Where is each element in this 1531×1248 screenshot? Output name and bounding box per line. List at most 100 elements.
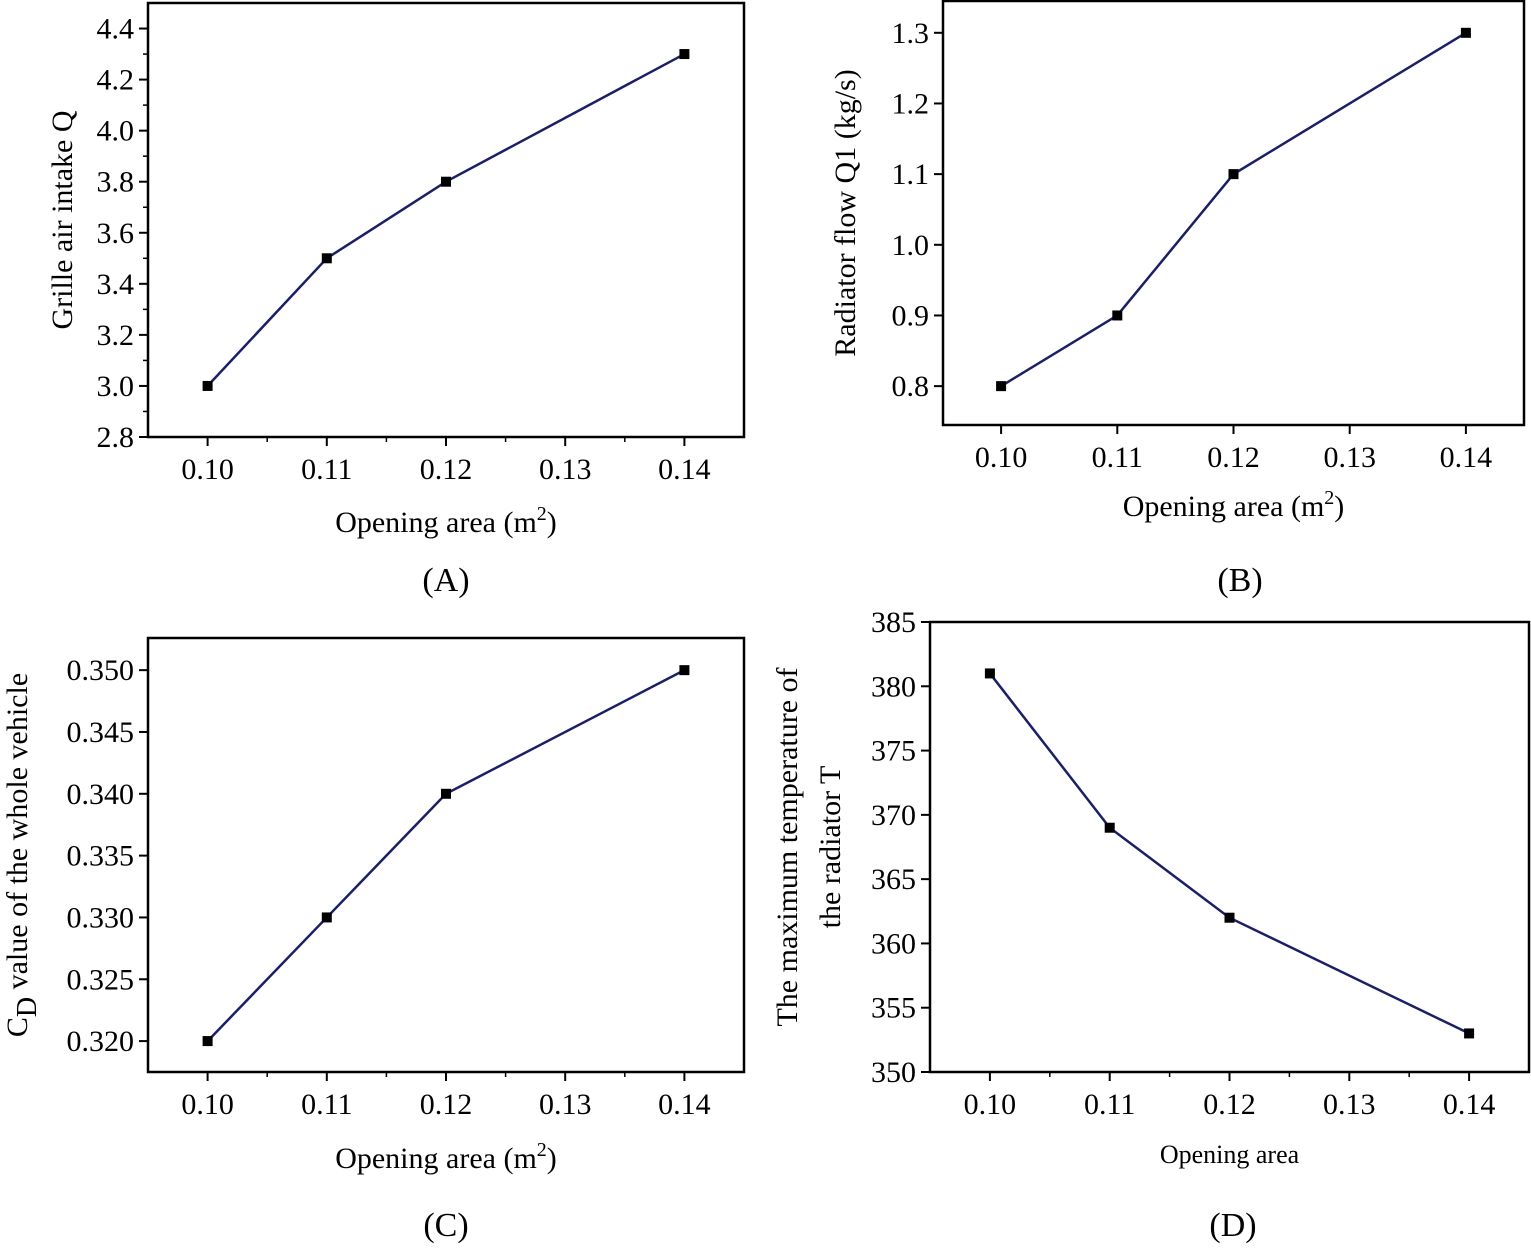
y-tick-label: 370	[871, 799, 916, 832]
panel-b: 0.10 0.11 0.12 0.13 0.14 0.8 0.9 1.0 1.1 1.2 1.3 Op…	[829, 0, 1526, 599]
data-point	[321, 912, 332, 923]
x-axis-title-end: )	[547, 506, 557, 539]
y-axis-title-text: The maximum temperature of	[771, 667, 804, 1026]
x-tick-label: 0.13	[1323, 1088, 1376, 1121]
x-tick-label: 0.10	[181, 453, 234, 486]
y-tick-label: 0.340	[67, 778, 135, 811]
x-tick-label: 0.10	[181, 1088, 234, 1121]
y-tick-label: 3.8	[97, 166, 135, 199]
y-tick-label: 3.0	[97, 370, 135, 403]
y-tick-label: 0.9	[892, 299, 930, 332]
x-tick-label: 0.12	[1207, 441, 1260, 474]
data-point	[1112, 310, 1123, 321]
y-tick-label: 0.8	[892, 370, 930, 403]
x-tick-label: 0.12	[1203, 1088, 1256, 1121]
data-point	[1464, 1028, 1475, 1039]
data-point	[441, 788, 451, 799]
plot-frame	[941, 0, 1526, 427]
panel-c: 0.10 0.11 0.12 0.13 0.14 0.320 0.325 0.330 0.335…	[1, 636, 746, 1244]
x-tick-label: 0.14	[658, 453, 711, 486]
series-line	[1000, 31, 1467, 388]
x-tick-label: 0.10	[975, 441, 1028, 474]
x-tick-label: 0.13	[539, 1088, 592, 1121]
y-axis-title-subscript: D	[12, 997, 43, 1017]
data-point	[202, 1036, 213, 1047]
y-tick-label: 380	[871, 670, 916, 703]
y-tick-label: 375	[871, 735, 916, 768]
x-axis-title-superscript: 2	[1324, 487, 1334, 509]
y-tick-label: 355	[871, 992, 916, 1025]
x-tick-label: 0.13	[1323, 441, 1376, 474]
y-tick-label: 1.3	[892, 17, 930, 50]
x-tick-label: 0.13	[539, 453, 592, 486]
plot-frame	[928, 620, 1531, 1074]
y-tick-label: 4.4	[97, 13, 135, 46]
y-axis-title-rest: value of the whole vehicle	[1, 673, 34, 997]
x-tick-label: 0.12	[420, 453, 473, 486]
data-point	[1224, 912, 1235, 923]
y-axis-title: Grille air intake Q	[46, 110, 79, 329]
data-point	[1104, 822, 1115, 833]
x-tick-label: 0.11	[1084, 1088, 1135, 1121]
y-tick-label: 2.8	[97, 421, 135, 454]
x-axis-title-superscript: 2	[537, 1139, 547, 1161]
data-point	[984, 668, 995, 679]
y-tick-label: 0.325	[67, 963, 135, 996]
panel-a: 0.10 0.11 0.12 0.13 0.14 2.8 3.0 3.2 3.4 3.6 3.8 4.…	[46, 1, 746, 599]
data-point	[1460, 27, 1471, 38]
y-tick-label: 4.2	[97, 64, 135, 97]
x-axis-title: Opening area (m2)	[335, 503, 557, 539]
y-tick-label: 0.320	[67, 1025, 135, 1058]
x-axis-title-text: Opening area	[1160, 1140, 1300, 1169]
y-tick-label: 385	[871, 606, 916, 639]
panel-caption: (A)	[422, 562, 469, 599]
y-tick-label: 0.335	[67, 840, 135, 873]
series-line	[988, 672, 1470, 1035]
data-point	[679, 49, 690, 60]
x-tick-label: 0.11	[301, 453, 352, 486]
y-tick-label: 360	[871, 927, 916, 960]
y-tick-label: 0.345	[67, 716, 135, 749]
plot-frame	[146, 1, 746, 439]
x-axis-title-text: Opening area (m	[335, 506, 537, 539]
x-tick-label: 0.12	[420, 1088, 473, 1121]
y-tick-label: 0.350	[67, 654, 135, 687]
y-tick-label: 0.330	[67, 901, 135, 934]
x-tick-label: 0.11	[1092, 441, 1143, 474]
y-axis-title-text: Radiator flow Q1 (kg/s)	[829, 69, 862, 356]
panel-d: 0.10 0.11 0.12 0.13 0.14 350 355 360 365 370 375 38…	[771, 606, 1531, 1244]
x-axis-title-end: )	[1334, 490, 1344, 523]
plot-frame	[146, 636, 746, 1074]
y-axis-title: CD value of the whole vehicle	[1, 673, 43, 1037]
x-axis-title-text: Opening area (m	[1123, 490, 1325, 523]
y-tick-label: 1.1	[892, 158, 930, 191]
y-tick-label: 365	[871, 863, 916, 896]
y-axis-title-text: Grille air intake Q	[46, 110, 79, 329]
y-tick-label: 3.2	[97, 319, 135, 352]
x-axis-title: Opening area	[1160, 1140, 1300, 1169]
x-axis-title-end: )	[547, 1142, 557, 1175]
data-point	[202, 380, 213, 391]
x-axis-title: Opening area (m2)	[1123, 487, 1345, 523]
y-axis-title: The maximum temperature of	[771, 667, 804, 1026]
data-point	[1228, 169, 1239, 180]
data-point	[996, 381, 1007, 392]
y-axis-title-text: C	[1, 1017, 34, 1037]
y-axis-title: Radiator flow Q1 (kg/s)	[829, 69, 862, 356]
data-point	[321, 253, 332, 264]
panel-caption: (D)	[1209, 1207, 1256, 1244]
series-line	[206, 669, 685, 1042]
x-tick-label: 0.14	[1443, 1088, 1496, 1121]
x-axis-title: Opening area (m2)	[335, 1139, 557, 1175]
x-tick-label: 0.10	[964, 1088, 1017, 1121]
x-tick-label: 0.11	[301, 1088, 352, 1121]
x-axis-title-superscript: 2	[537, 503, 547, 525]
panel-caption: (B)	[1217, 562, 1262, 599]
data-point	[441, 176, 451, 187]
y-axis-title-line2: the radiator T	[814, 766, 847, 929]
y-tick-label: 4.0	[97, 115, 135, 148]
x-tick-label: 0.14	[658, 1088, 711, 1121]
panel-caption: (C)	[423, 1207, 468, 1244]
y-tick-label: 3.6	[97, 217, 135, 250]
